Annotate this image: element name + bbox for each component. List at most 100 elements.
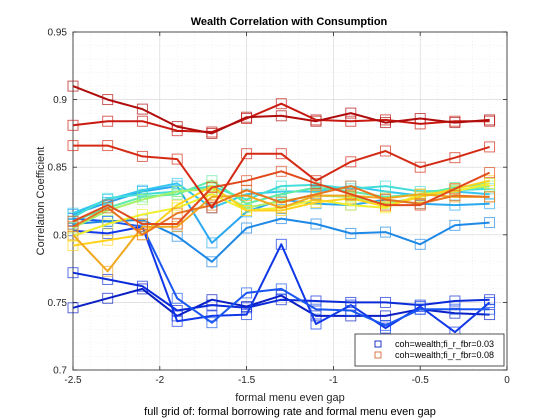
data-point — [380, 145, 391, 157]
data-point — [241, 184, 253, 196]
data-point — [310, 318, 322, 330]
legend-marker-2 — [374, 351, 382, 359]
plot-area — [72, 31, 508, 371]
data-point — [449, 190, 461, 202]
data-point — [484, 296, 496, 308]
data-point — [275, 148, 287, 160]
data-point — [67, 240, 79, 252]
data-point — [241, 175, 253, 187]
x-tick-label: 0 — [504, 375, 510, 386]
data-point — [67, 229, 79, 241]
data-point — [171, 186, 183, 197]
legend-marker-1 — [374, 340, 382, 348]
data-point — [241, 222, 253, 234]
data-point — [241, 287, 253, 299]
data-point — [102, 273, 114, 285]
x-tick-label: -2 — [155, 375, 164, 386]
data-point — [345, 227, 357, 239]
data-point — [275, 196, 287, 208]
axis-ticks: 0.7 0.75 0.8 0.85 0.9 0.95 -2.5 -2 -1.5 -1 -0.5 0 — [48, 28, 511, 387]
data-point — [206, 256, 218, 268]
data-point — [345, 188, 357, 200]
data-point — [345, 305, 357, 316]
data-point — [67, 302, 79, 314]
data-point — [484, 167, 496, 179]
y-tick-label: 0.9 — [53, 95, 67, 106]
data-point — [241, 205, 253, 216]
data-point — [136, 218, 148, 230]
legend-label-2: coh=wealth;fi_r_fbr=0.08 — [395, 350, 494, 360]
data-point — [275, 213, 287, 225]
data-point — [414, 188, 426, 200]
data-point — [206, 237, 218, 249]
data-point — [206, 182, 218, 193]
data-point — [102, 234, 114, 246]
legend-label-1: coh=wealth;fi_r_fbr=0.03 — [395, 339, 494, 349]
chart-title: Wealth Correlation with Consumption — [191, 16, 388, 28]
data-point — [275, 294, 287, 306]
data-point — [449, 183, 461, 195]
data-point — [414, 303, 426, 315]
data-point — [136, 194, 148, 206]
data-point — [171, 207, 183, 219]
data-point — [414, 199, 426, 211]
y-axis-label: Correlation Coefficient — [35, 147, 47, 256]
data-point — [449, 152, 461, 164]
data-point — [380, 180, 391, 192]
data-point — [241, 111, 253, 123]
data-point — [171, 199, 183, 211]
x-tick-label: -0.5 — [412, 375, 430, 386]
y-tick-label: 0.75 — [48, 298, 68, 309]
y-tick-label: 0.85 — [48, 163, 68, 174]
data-point — [380, 199, 391, 211]
data-point — [136, 115, 148, 127]
data-point — [380, 296, 391, 308]
data-point — [275, 180, 287, 192]
data-point — [206, 310, 218, 322]
data-point — [484, 303, 496, 315]
data-point — [136, 103, 148, 115]
data-point — [380, 319, 391, 331]
data-point — [275, 283, 287, 295]
data-point — [275, 110, 287, 122]
data-point — [171, 153, 183, 165]
y-tick-label: 0.7 — [53, 366, 67, 377]
data-point — [449, 295, 461, 307]
data-point — [310, 310, 322, 322]
data-point — [345, 115, 357, 127]
data-point — [310, 188, 322, 200]
data-point — [345, 156, 357, 168]
series-15 — [67, 165, 496, 230]
data-point — [241, 309, 253, 321]
data-point — [345, 199, 357, 211]
y-tick-label: 0.95 — [48, 28, 68, 39]
data-point — [449, 117, 461, 129]
data-point — [67, 140, 79, 152]
data-point — [310, 175, 322, 187]
data-point — [484, 217, 496, 229]
data-point — [206, 127, 218, 139]
data-point — [484, 198, 496, 210]
x-tick-label: -1.5 — [238, 375, 256, 386]
data-point — [310, 115, 322, 127]
data-point — [449, 199, 461, 211]
data-point — [275, 188, 287, 200]
data-point — [275, 98, 287, 110]
data-point — [275, 165, 287, 177]
data-point — [449, 219, 461, 231]
data-point — [206, 202, 218, 214]
data-point — [102, 192, 114, 204]
data-point — [206, 191, 218, 203]
data-point — [67, 267, 79, 279]
series-line-15 — [72, 170, 491, 225]
series-line-16 — [73, 144, 490, 209]
x-axis-label: formal menu even gap — [235, 392, 344, 404]
data-point — [345, 107, 357, 119]
data-point — [484, 141, 496, 153]
data-point — [310, 196, 322, 208]
data-point — [102, 265, 114, 277]
series-16 — [67, 140, 496, 214]
data-point — [484, 175, 496, 187]
